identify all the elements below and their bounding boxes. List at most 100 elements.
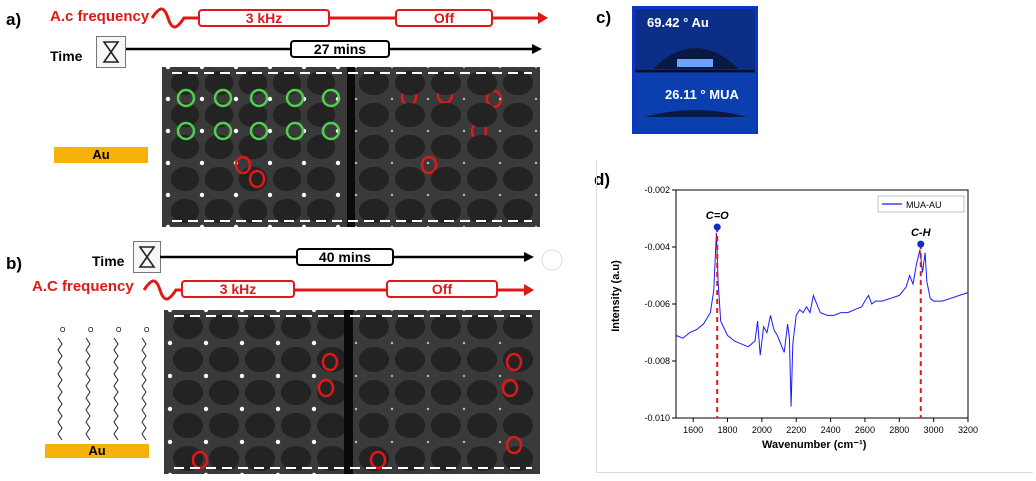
y-tick-label: -0.010: [644, 413, 670, 423]
well: [316, 445, 348, 472]
particle: [498, 440, 502, 444]
particle: [426, 65, 430, 69]
peak-label: C=O: [706, 210, 729, 222]
contact-angle-mua: 26.11 ° MUA: [665, 87, 739, 102]
particle: [354, 161, 358, 165]
particle: [199, 128, 205, 134]
well: [170, 166, 200, 192]
well: [430, 166, 462, 192]
particle: [301, 192, 307, 198]
well: [208, 346, 240, 373]
gold-substrate: Au: [54, 147, 148, 163]
particle: [167, 340, 173, 346]
legend-label: MUA-AU: [906, 200, 942, 210]
well: [430, 445, 462, 472]
well: [430, 198, 462, 224]
particle: [390, 374, 394, 378]
ac-segment-3khz-b: 3 kHz: [181, 280, 295, 298]
red-ring-marker: [369, 450, 387, 470]
well: [430, 379, 462, 406]
well: [204, 134, 234, 160]
well: [466, 313, 498, 340]
well: [358, 412, 390, 439]
series-line-mua-au: [675, 232, 969, 407]
green-ring-marker: [321, 88, 341, 108]
green-ring-marker: [249, 121, 269, 141]
time-label-b: Time: [92, 253, 125, 269]
particle: [498, 193, 502, 197]
particle: [498, 161, 502, 165]
well: [306, 70, 336, 96]
well: [204, 166, 234, 192]
well: [244, 313, 276, 340]
well: [466, 134, 498, 160]
well: [244, 412, 276, 439]
particle: [239, 439, 245, 445]
particle: [426, 161, 430, 165]
particle: [267, 96, 273, 102]
well: [306, 134, 336, 160]
chart-ylabel: Intensity (a.u): [609, 260, 622, 332]
particle: [426, 407, 430, 411]
particle: [354, 65, 358, 69]
particle: [462, 341, 466, 345]
particle: [275, 340, 281, 346]
hourglass-icon: [96, 36, 126, 68]
x-tick-label: 1600: [683, 425, 703, 435]
particle: [390, 193, 394, 197]
particle: [354, 374, 358, 378]
particle: [167, 373, 173, 379]
particle: [426, 193, 430, 197]
particle: [390, 129, 394, 133]
well: [306, 166, 336, 192]
particle: [534, 193, 538, 197]
y-tick-label: -0.002: [644, 185, 670, 195]
well: [238, 102, 268, 128]
well: [466, 346, 498, 373]
well: [306, 102, 336, 128]
svg-text:O: O: [116, 327, 122, 334]
well: [358, 346, 390, 373]
particle: [354, 97, 358, 101]
particle: [462, 374, 466, 378]
time-value-box-b: 40 mins: [296, 248, 394, 266]
well: [280, 313, 312, 340]
particle: [462, 308, 466, 312]
particle: [498, 374, 502, 378]
well: [170, 70, 200, 96]
particle: [267, 192, 273, 198]
x-tick-label: 3000: [924, 425, 944, 435]
well: [358, 166, 390, 192]
well: [466, 166, 498, 192]
x-tick-label: 2800: [889, 425, 909, 435]
particle: [165, 160, 171, 166]
well: [394, 412, 426, 439]
peak-label: C-H: [911, 227, 932, 239]
x-tick-label: 2200: [786, 425, 806, 435]
green-ring-marker: [176, 88, 196, 108]
particle: [335, 192, 341, 198]
well: [502, 198, 534, 224]
green-ring-marker: [213, 121, 233, 141]
particle: [426, 97, 430, 101]
well: [172, 346, 204, 373]
particle: [354, 129, 358, 133]
green-ring-marker: [176, 121, 196, 141]
particle: [354, 341, 358, 345]
peak-marker: [713, 223, 721, 231]
well: [394, 166, 426, 192]
ac-wave-icon: [150, 7, 548, 29]
ac-segment-off: Off: [395, 9, 493, 27]
particle: [534, 161, 538, 165]
well: [358, 134, 390, 160]
well: [394, 198, 426, 224]
well: [502, 379, 534, 406]
particle: [390, 65, 394, 69]
well: [358, 70, 390, 96]
particle: [462, 129, 466, 133]
green-ring-marker: [321, 121, 341, 141]
particle: [426, 374, 430, 378]
time-value-box: 27 mins: [290, 40, 390, 58]
green-ring-marker: [285, 121, 305, 141]
particle: [199, 160, 205, 166]
